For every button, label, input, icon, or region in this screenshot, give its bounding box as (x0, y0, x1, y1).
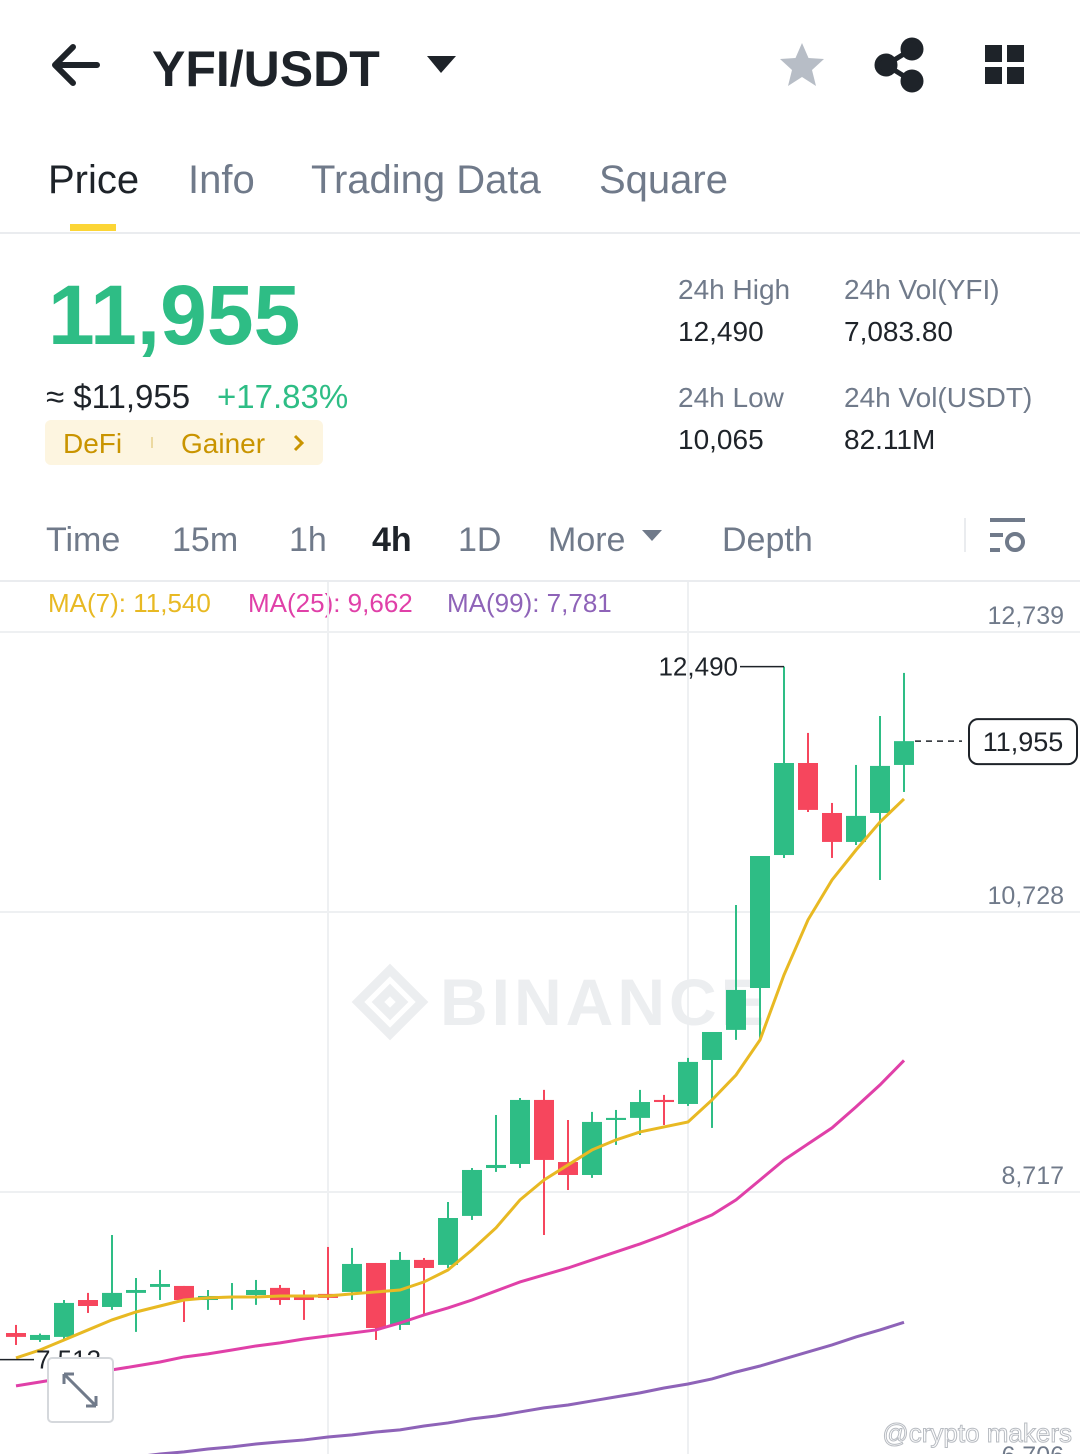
candle-body (342, 1263, 362, 1292)
candle-body (750, 856, 770, 988)
legend-entry: MA(25): 9,662 (248, 588, 413, 618)
candle-body (102, 1292, 122, 1307)
candle-body (822, 812, 842, 842)
candle-body (726, 989, 746, 1030)
stat-label: 24h High (678, 274, 790, 305)
candle-body (870, 765, 890, 813)
candle-body (414, 1259, 434, 1268)
y-tick-label: 6,706 (1001, 1442, 1064, 1454)
candle-body (678, 1061, 698, 1104)
share-icon[interactable] (874, 37, 924, 93)
candle-body (6, 1333, 26, 1337)
candle-body (54, 1302, 74, 1337)
candle-body (702, 1031, 722, 1060)
chart-area: 7,513 (0, 630, 1080, 1454)
tab[interactable]: Price (48, 158, 139, 202)
candle-body (390, 1259, 410, 1325)
stat-label: 24h Low (678, 382, 785, 413)
candle-body (654, 1099, 674, 1103)
interval[interactable]: Time (46, 521, 120, 559)
interval[interactable]: 1D (458, 521, 501, 559)
divider (0, 232, 1080, 234)
tab[interactable]: Square (599, 158, 728, 202)
back-button[interactable] (52, 44, 100, 86)
tab[interactable]: Trading Data (311, 158, 542, 202)
stat-value: 7,083.80 (844, 316, 953, 347)
candle-body (438, 1218, 458, 1265)
chart-settings[interactable] (990, 518, 1025, 552)
y-tick-label: 8,717 (1001, 1162, 1064, 1190)
tag-chevron (293, 434, 305, 452)
interval[interactable]: 4h (372, 521, 412, 559)
y-tick-label: 10,728 (988, 882, 1064, 910)
chart-overlay: 12,739 10,728 8,717 6,706 12,490 11,955 (658, 602, 1078, 1454)
stat-label: 24h Vol(USDT) (844, 382, 1032, 413)
candle-body (174, 1285, 194, 1301)
high-label: 12,490 (658, 652, 738, 682)
current-price-label: 11,955 (983, 727, 1064, 757)
stat-value: 82.11M (844, 424, 935, 455)
tab-indicator (70, 224, 116, 231)
pair-title[interactable]: YFI/USDT (152, 41, 380, 97)
tag[interactable]: DeFi (63, 428, 122, 459)
tag-box[interactable] (45, 420, 323, 465)
candle-body (894, 741, 914, 765)
candle-body (606, 1117, 626, 1120)
interval[interactable]: More (548, 521, 625, 559)
candle-body (126, 1289, 146, 1293)
pair-dropdown[interactable] (427, 56, 456, 73)
y-tick-label: 12,739 (988, 602, 1064, 630)
more-dropdown[interactable] (642, 530, 662, 541)
candle-body (78, 1300, 98, 1306)
candle-body (366, 1262, 386, 1328)
ma-line (147, 1320, 905, 1454)
candle-body (774, 762, 794, 856)
divider (0, 580, 1080, 582)
legend-entry: MA(7): 11,540 (48, 588, 211, 618)
candle-body (150, 1283, 170, 1287)
tab[interactable]: Info (188, 158, 255, 202)
ma-line (15, 797, 906, 1360)
candle-body (534, 1099, 554, 1160)
price-change: +17.83% (217, 378, 348, 415)
candle-body (558, 1162, 578, 1175)
candle-body (30, 1334, 50, 1340)
favorite-icon[interactable] (780, 43, 824, 86)
expand-icon (62, 1372, 98, 1408)
stat-label: 24h Vol(YFI) (844, 274, 1000, 305)
current-price-box (968, 718, 1078, 766)
ma-line (15, 1059, 906, 1388)
stat-value: 10,065 (678, 424, 764, 455)
candle-body (486, 1164, 506, 1169)
interval[interactable]: 1h (289, 521, 327, 559)
candle-body (846, 815, 866, 842)
layout-icon[interactable] (985, 45, 1024, 84)
candle-body (462, 1169, 482, 1216)
fiat-price: ≈ $11,955 (46, 378, 190, 415)
candle-body (294, 1295, 314, 1301)
candle-body (270, 1287, 290, 1301)
stat-value: 12,490 (678, 316, 764, 347)
watermark: BINANCE (440, 965, 769, 1039)
candle-body (510, 1099, 530, 1164)
watermark-logo (351, 963, 429, 1041)
interval[interactable]: 15m (172, 521, 238, 559)
interval[interactable]: Depth (722, 521, 813, 559)
candle-body (246, 1289, 266, 1295)
tag[interactable]: Gainer (181, 428, 265, 459)
last-price: 11,955 (48, 268, 300, 362)
candle-body (630, 1102, 650, 1118)
candle-body (798, 762, 818, 810)
credit-watermark: @crypto makers (882, 1418, 1072, 1448)
legend-entry: MA(99): 7,781 (447, 588, 612, 618)
